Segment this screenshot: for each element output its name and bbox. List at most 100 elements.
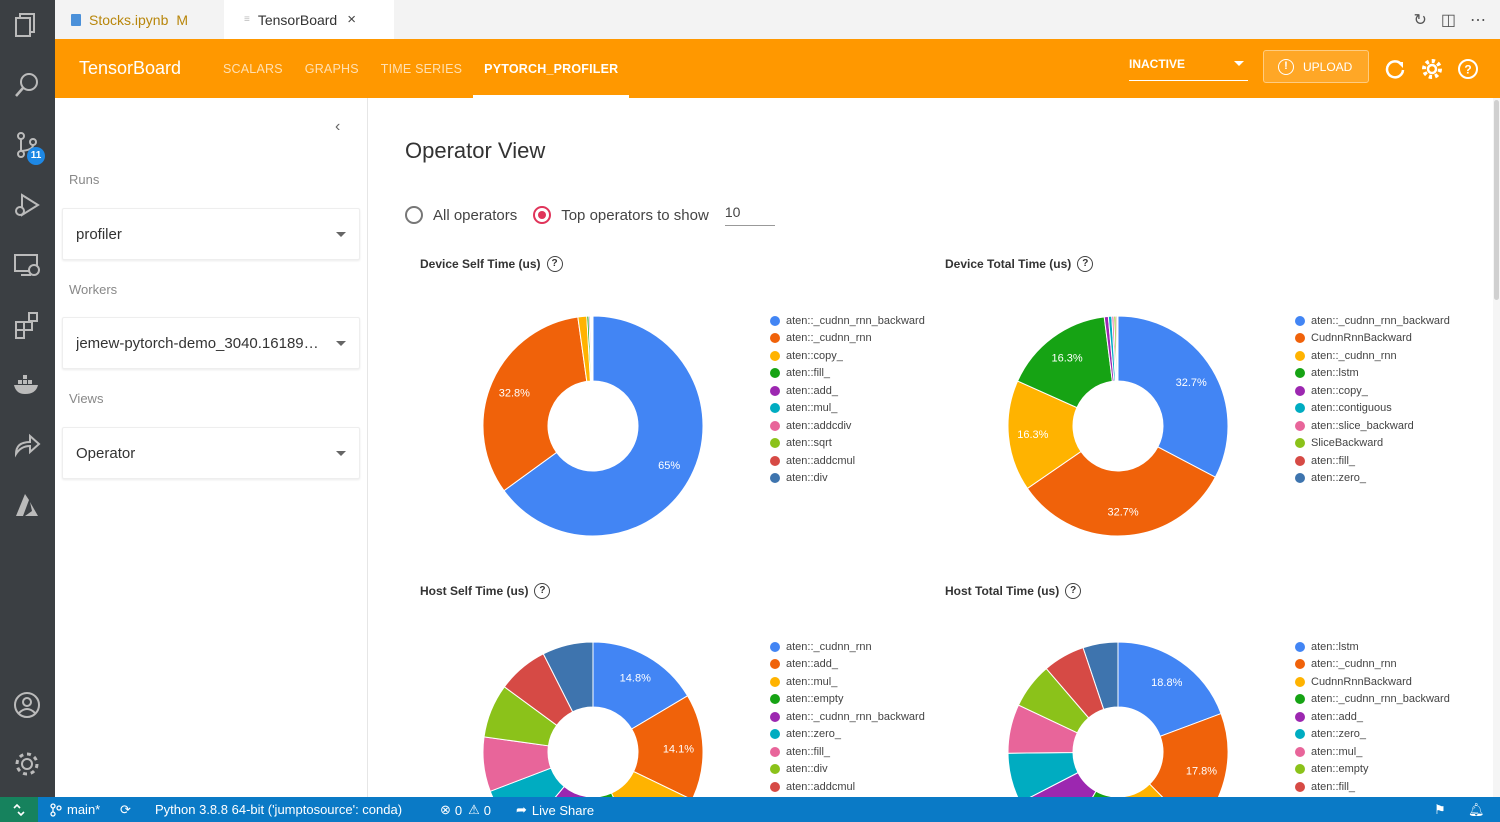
plugin-status-select[interactable]: INACTIVE	[1129, 57, 1248, 81]
pie-slice[interactable]	[1123, 783, 1195, 797]
tab-time-series[interactable]: TIME SERIES	[380, 61, 463, 76]
legend-item[interactable]: aten::copy_	[1295, 382, 1450, 400]
legend-item[interactable]: aten::empty	[770, 691, 925, 709]
tab-tensorboard[interactable]: ≡ TensorBoard ×	[224, 0, 394, 39]
tab-graphs[interactable]: GRAPHS	[304, 61, 359, 76]
legend-item[interactable]: CudnnRnnBackward	[1295, 673, 1450, 691]
legend-item[interactable]: aten::zero_	[770, 726, 925, 744]
pie-slice[interactable]	[630, 695, 704, 797]
legend-item[interactable]: aten::empty	[1295, 761, 1450, 779]
help-icon[interactable]: ?	[1065, 583, 1082, 599]
main-scrollbar[interactable]	[1493, 98, 1500, 797]
live-share-icon[interactable]	[12, 430, 42, 460]
legend-item[interactable]: aten::lstm	[1295, 638, 1450, 656]
pie-slice[interactable]	[1117, 641, 1222, 737]
more-actions-icon[interactable]: ⋯	[1470, 12, 1486, 29]
settings-gear-icon[interactable]	[12, 749, 42, 779]
feedback-icon[interactable]: ⚑	[1434, 802, 1446, 817]
legend-item[interactable]: aten::_cudnn_rnn_backward	[770, 708, 925, 726]
legend-item[interactable]: aten::div	[770, 761, 925, 779]
views-select[interactable]: Operator	[62, 427, 360, 479]
legend-item[interactable]: aten::fill_	[770, 743, 925, 761]
pie-slice[interactable]	[592, 641, 689, 730]
tab-scalars[interactable]: SCALARS	[223, 61, 283, 76]
extensions-icon[interactable]	[12, 310, 42, 340]
all-operators-radio[interactable]	[405, 206, 423, 224]
legend-item[interactable]: aten::add_	[1295, 708, 1450, 726]
legend-item[interactable]: aten::addcmul	[770, 452, 925, 470]
accounts-icon[interactable]	[12, 690, 42, 720]
legend-item[interactable]: aten::lstm	[1295, 365, 1450, 383]
legend-item[interactable]: aten::_cudnn_rnn	[770, 638, 925, 656]
legend-item[interactable]: aten::fill_	[1295, 452, 1450, 470]
azure-icon[interactable]	[12, 490, 42, 520]
workers-select[interactable]: jemew-pytorch-demo_3040.161895...	[62, 317, 360, 369]
live-share-button[interactable]: ➦ Live Share	[516, 802, 594, 818]
tab-stocks-notebook[interactable]: Stocks.ipynb M	[55, 0, 224, 39]
close-icon[interactable]: ×	[347, 11, 356, 28]
notifications-bell-icon[interactable]: 🔔︎	[1468, 802, 1485, 817]
pie-slice[interactable]	[523, 785, 588, 797]
branch-indicator[interactable]: main*	[50, 802, 100, 817]
tab-pytorch-profiler[interactable]: PYTORCH_PROFILER	[473, 39, 630, 98]
upload-button[interactable]: ! UPLOAD	[1263, 50, 1369, 83]
pie-slice[interactable]	[542, 641, 594, 713]
legend-item[interactable]: aten::_cudnn_rnn_backward	[1295, 312, 1450, 330]
legend-item[interactable]: aten::copy_	[770, 347, 925, 365]
legend-item[interactable]: aten::_cudnn_rnn	[770, 330, 925, 348]
legend-item[interactable]: aten::addcmul	[770, 778, 925, 796]
help-icon[interactable]: ?	[1457, 58, 1479, 80]
reload-icon[interactable]	[1384, 58, 1406, 80]
legend-item[interactable]: aten::add_	[770, 382, 925, 400]
top-operators-input[interactable]: 10	[724, 204, 775, 226]
pie-slice[interactable]	[1116, 315, 1119, 382]
pie-slice[interactable]	[1117, 315, 1229, 478]
legend-item[interactable]: aten::contiguous	[1295, 400, 1450, 418]
pie-slice[interactable]	[578, 792, 638, 797]
python-interpreter[interactable]: Python 3.8.8 64-bit ('jumptosource': con…	[155, 802, 403, 817]
legend-item[interactable]: aten::addcdiv	[770, 417, 925, 435]
legend-item[interactable]: aten::slice_backward	[1295, 417, 1450, 435]
pie-slice[interactable]	[1026, 446, 1217, 537]
legend-item[interactable]: aten::fill_	[1295, 778, 1450, 796]
pie-slice[interactable]	[503, 315, 704, 537]
legend-item[interactable]: SliceBackward	[1295, 435, 1450, 453]
legend-item[interactable]: aten::mul_	[770, 400, 925, 418]
problems-indicator[interactable]: ⊗ 0 ⚠ 0	[440, 802, 491, 818]
legend-item[interactable]: aten::_cudnn_rnn_backward	[770, 312, 925, 330]
legend-item[interactable]: aten::mul_	[1295, 743, 1450, 761]
sync-icon[interactable]: ⟳	[120, 802, 131, 817]
help-icon[interactable]: ?	[534, 583, 551, 599]
runs-select[interactable]: profiler	[62, 208, 360, 260]
source-control-icon[interactable]	[12, 130, 42, 160]
legend-item[interactable]: aten::zero_	[1295, 470, 1450, 488]
help-icon[interactable]: ?	[1077, 256, 1094, 272]
help-icon[interactable]: ?	[546, 256, 563, 272]
legend-item[interactable]: aten::add_	[770, 656, 925, 674]
remote-explorer-icon[interactable]	[12, 250, 42, 280]
chevron-left-icon[interactable]: ‹	[335, 118, 341, 135]
split-editor-icon[interactable]: ◫	[1440, 12, 1456, 29]
scrollbar-thumb[interactable]	[1494, 100, 1499, 300]
legend-item[interactable]: aten::mul_	[770, 673, 925, 691]
settings-icon[interactable]	[1421, 58, 1443, 80]
legend-item[interactable]: aten::_cudnn_rnn_backward	[1295, 691, 1450, 709]
run-debug-icon[interactable]	[12, 190, 42, 220]
legend-item[interactable]: aten::zero_	[1295, 726, 1450, 744]
legend-item[interactable]: CudnnRnnBackward	[1295, 330, 1450, 348]
pie-slice[interactable]	[1148, 712, 1229, 797]
docker-icon[interactable]	[12, 370, 42, 400]
remote-indicator-icon[interactable]	[0, 797, 38, 822]
pie-slice[interactable]	[482, 316, 588, 492]
explorer-icon[interactable]	[12, 10, 42, 40]
legend-item[interactable]: aten::fill_	[770, 365, 925, 383]
legend-item[interactable]: aten::_cudnn_rnn	[1295, 347, 1450, 365]
refresh-icon[interactable]: ↻	[1413, 12, 1427, 29]
pie-slice[interactable]	[1020, 771, 1097, 797]
legend-item[interactable]: aten::_cudnn_rnn	[1295, 656, 1450, 674]
pie-slice[interactable]	[610, 770, 692, 797]
pie-slice[interactable]	[1082, 641, 1119, 710]
legend-item[interactable]: aten::sqrt	[770, 435, 925, 453]
top-operators-radio[interactable]	[533, 206, 552, 224]
search-icon[interactable]	[12, 70, 42, 100]
